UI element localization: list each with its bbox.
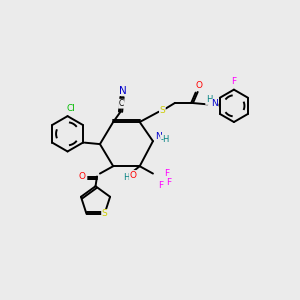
Text: O: O	[195, 81, 202, 90]
Text: H: H	[123, 173, 130, 182]
Text: H: H	[206, 95, 212, 104]
Text: Cl: Cl	[66, 104, 75, 113]
Text: -H: -H	[160, 135, 170, 144]
Text: N: N	[155, 132, 162, 141]
Text: F: F	[167, 178, 172, 187]
Text: S: S	[102, 209, 107, 218]
Text: O: O	[129, 170, 137, 179]
Text: C: C	[118, 99, 124, 108]
Text: F: F	[164, 169, 169, 178]
Text: F: F	[158, 181, 163, 190]
Text: F: F	[231, 77, 236, 86]
Text: O: O	[79, 172, 86, 181]
Text: N: N	[119, 85, 127, 95]
Text: N: N	[212, 99, 218, 108]
Text: S: S	[160, 106, 165, 115]
